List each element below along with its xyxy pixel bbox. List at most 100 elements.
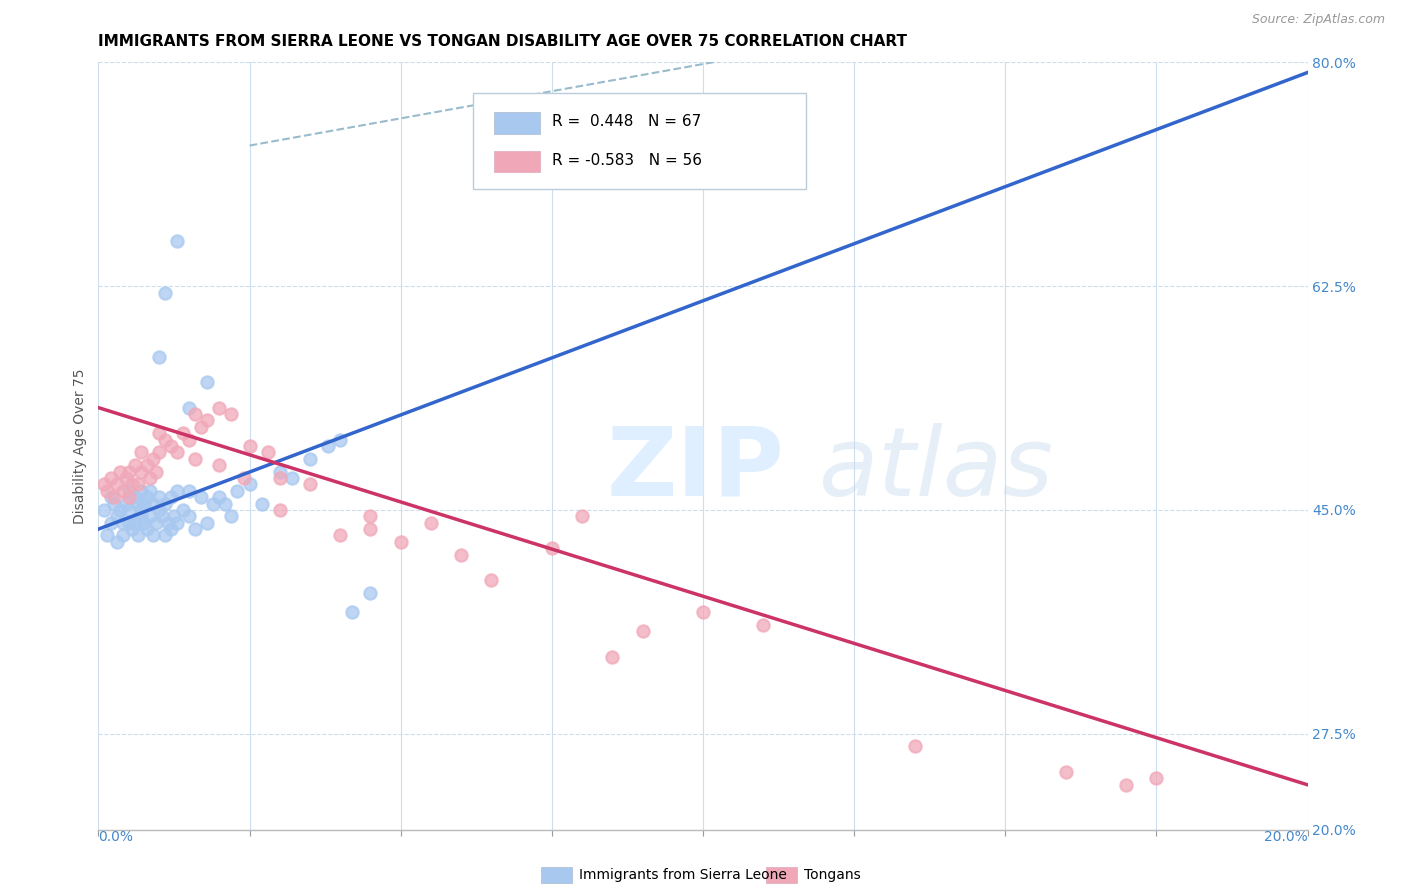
- Text: Source: ZipAtlas.com: Source: ZipAtlas.com: [1251, 13, 1385, 27]
- Point: [160, 490, 183, 504]
- Point: [142, 451, 165, 466]
- Point: [172, 426, 194, 441]
- Point: [121, 477, 143, 491]
- Point: [179, 433, 201, 447]
- Point: [124, 458, 146, 473]
- Point: [93, 477, 115, 491]
- Point: [118, 483, 141, 498]
- Point: [100, 516, 122, 530]
- Point: [190, 490, 212, 504]
- Point: [160, 522, 183, 536]
- Point: [904, 739, 927, 754]
- Point: [269, 503, 291, 517]
- Point: [571, 509, 593, 524]
- Point: [139, 483, 162, 498]
- Point: [129, 465, 152, 479]
- Point: [135, 522, 157, 536]
- Point: [269, 465, 291, 479]
- Point: [153, 433, 176, 447]
- Point: [1146, 772, 1168, 786]
- Point: [135, 458, 157, 473]
- Bar: [494, 151, 540, 172]
- Point: [202, 496, 225, 510]
- Point: [96, 528, 118, 542]
- Point: [139, 471, 162, 485]
- Point: [118, 490, 141, 504]
- Point: [142, 528, 165, 542]
- Point: [256, 445, 278, 459]
- Point: [145, 516, 167, 530]
- Point: [190, 420, 212, 434]
- Point: [360, 509, 382, 524]
- Point: [602, 649, 624, 664]
- Point: [148, 426, 170, 441]
- Text: R = -0.583   N = 56: R = -0.583 N = 56: [551, 153, 702, 168]
- Point: [129, 445, 152, 459]
- Point: [156, 516, 179, 530]
- Point: [100, 490, 122, 504]
- Point: [103, 496, 125, 510]
- Point: [208, 458, 231, 473]
- Point: [100, 471, 122, 485]
- Point: [124, 516, 146, 530]
- Point: [360, 522, 382, 536]
- Point: [111, 516, 134, 530]
- Point: [148, 350, 170, 364]
- Text: Tongans: Tongans: [804, 868, 860, 882]
- Point: [450, 548, 472, 562]
- Point: [148, 445, 170, 459]
- Point: [127, 477, 149, 491]
- Point: [179, 401, 201, 415]
- Y-axis label: Disability Age Over 75: Disability Age Over 75: [73, 368, 87, 524]
- Point: [150, 509, 173, 524]
- Point: [481, 573, 503, 587]
- Point: [221, 509, 243, 524]
- Point: [195, 375, 218, 389]
- Point: [111, 528, 134, 542]
- Point: [166, 483, 188, 498]
- Point: [214, 496, 236, 510]
- Point: [184, 407, 207, 421]
- Point: [105, 477, 128, 491]
- FancyBboxPatch shape: [474, 93, 806, 189]
- Point: [281, 471, 304, 485]
- Point: [329, 528, 352, 542]
- Point: [103, 490, 125, 504]
- Point: [118, 516, 141, 530]
- Point: [179, 483, 201, 498]
- Point: [239, 477, 262, 491]
- Point: [118, 465, 141, 479]
- Text: IMMIGRANTS FROM SIERRA LEONE VS TONGAN DISABILITY AGE OVER 75 CORRELATION CHART: IMMIGRANTS FROM SIERRA LEONE VS TONGAN D…: [98, 34, 907, 49]
- Point: [342, 605, 364, 619]
- Point: [166, 516, 188, 530]
- Point: [108, 465, 131, 479]
- Point: [631, 624, 654, 639]
- Point: [1054, 765, 1077, 780]
- Point: [208, 490, 231, 504]
- Point: [166, 445, 188, 459]
- Point: [360, 586, 382, 600]
- Point: [114, 471, 136, 485]
- Point: [142, 496, 165, 510]
- Point: [139, 509, 162, 524]
- Point: [153, 285, 176, 300]
- Point: [132, 496, 155, 510]
- Point: [124, 490, 146, 504]
- Point: [226, 483, 249, 498]
- Point: [184, 522, 207, 536]
- Text: 20.0%: 20.0%: [1264, 830, 1308, 844]
- Point: [232, 471, 254, 485]
- Point: [239, 439, 262, 453]
- Point: [172, 503, 194, 517]
- Point: [132, 516, 155, 530]
- Point: [208, 401, 231, 415]
- Point: [135, 490, 157, 504]
- Text: 0.0%: 0.0%: [98, 830, 134, 844]
- Point: [114, 496, 136, 510]
- Point: [108, 503, 131, 517]
- Point: [129, 503, 152, 517]
- Point: [129, 509, 152, 524]
- Point: [148, 503, 170, 517]
- Point: [129, 483, 152, 498]
- Point: [105, 534, 128, 549]
